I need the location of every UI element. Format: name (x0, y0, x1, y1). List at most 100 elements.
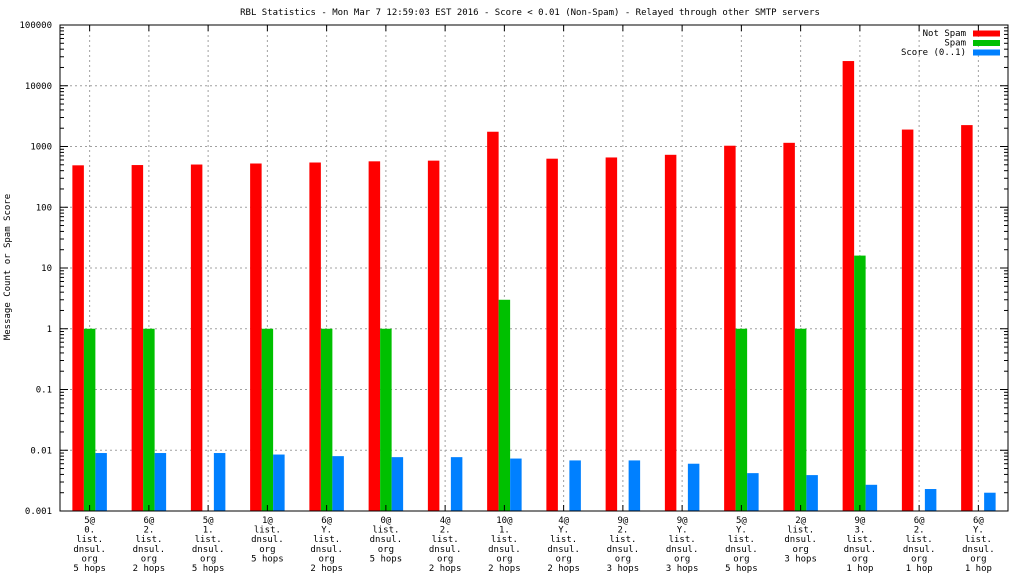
x-tick-label-line: 2. (617, 526, 628, 536)
x-tick-label: 9@ 2. list. dnsul. org 3 hops (607, 516, 640, 574)
bar-score-0-1- (154, 453, 167, 511)
bar-spam (83, 328, 96, 511)
x-tick-label-line: org (141, 554, 157, 564)
x-tick-label-line: 2. (143, 526, 154, 536)
y-tick-label: 0.1 (36, 386, 52, 396)
x-tick-label-line: list. (550, 535, 577, 545)
x-tick-label-line: 2 hops (429, 564, 462, 574)
x-tick-label-line: 5@ (84, 516, 95, 526)
bar-spam (261, 328, 274, 511)
x-tick-label-line: list. (432, 535, 459, 545)
x-tick-label-line: dnsul. (666, 545, 699, 555)
bar-spam (380, 328, 392, 511)
x-tick-label-line: Y. (677, 526, 688, 536)
x-tick-label-line: list. (965, 535, 992, 545)
bar-spam (320, 328, 333, 511)
x-tick-label-line: dnsul. (607, 545, 640, 555)
x-tick-label-line: dnsul. (488, 545, 521, 555)
x-tick-label-line: 1 hop (846, 564, 873, 574)
x-tick-label-line: org (970, 554, 986, 564)
x-tick-label-line: org (792, 545, 808, 555)
x-tick-label-line: 1@ (262, 516, 273, 526)
x-tick-label-line: list. (669, 535, 696, 545)
x-tick-label: 6@ Y. list. dnsul. org 1 hop (962, 516, 995, 574)
bar-not-spam (131, 165, 144, 511)
bar-not-spam (309, 162, 321, 511)
x-tick-label-line: org (911, 554, 927, 564)
x-tick-label-line: dnsul. (370, 535, 403, 545)
x-tick-label: 6@ Y. list. dnsul. org 2 hops (310, 516, 343, 574)
x-tick-label-line: org (200, 554, 216, 564)
x-tick-label-line: dnsul. (251, 535, 284, 545)
bar-spam (854, 255, 866, 511)
bar-score-0-1- (806, 475, 818, 511)
x-tick-label-line: 3 hops (666, 564, 699, 574)
bar-not-spam (605, 157, 618, 511)
x-tick-label-line: 10@ (496, 516, 513, 526)
bar-not-spam (368, 161, 381, 511)
x-tick-label-line: 6@ (321, 516, 332, 526)
x-tick-label-line: list. (313, 535, 340, 545)
x-tick-label-line: list. (728, 535, 755, 545)
x-tick-label: 10@ 1. list. dnsul. org 2 hops (488, 516, 521, 574)
x-tick-label-line: org (81, 554, 97, 564)
x-tick-label: 9@ 3. list. dnsul. org 1 hop (844, 516, 877, 574)
legend-swatch (973, 49, 1000, 56)
x-tick-label-line: dnsul. (429, 545, 462, 555)
x-tick-label-line: 1. (203, 526, 214, 536)
x-tick-label-line: 5 hops (725, 564, 758, 574)
x-tick-label-line: 3. (854, 526, 865, 536)
x-tick-label-line: 2. (440, 526, 451, 536)
bar-score-0-1- (865, 484, 878, 511)
x-tick-label-line: org (555, 554, 571, 564)
x-tick-label-line: 2 hops (133, 564, 166, 574)
bar-not-spam (546, 158, 558, 511)
x-tick-label-line: 9@ (854, 516, 865, 526)
y-tick-label: 1000 (30, 143, 52, 153)
x-tick-label-line: 5 hops (251, 554, 284, 564)
bar-not-spam (961, 125, 973, 511)
x-tick-label-line: org (378, 545, 394, 555)
y-tick-label: 100000 (19, 21, 52, 31)
x-tick-label: 5@ Y. list. dnsul. org 5 hops (725, 516, 758, 574)
x-tick-label-line: dnsul. (310, 545, 343, 555)
bar-not-spam (783, 142, 795, 511)
bar-score-0-1- (510, 458, 522, 511)
x-tick-label-line: 0@ (380, 516, 391, 526)
x-tick-label-line: 5@ (736, 516, 747, 526)
bar-score-0-1- (687, 463, 700, 511)
x-tick-label-line: list. (787, 526, 814, 536)
x-tick-label: 9@ Y. list. dnsul. org 3 hops (666, 516, 699, 574)
bar-score-0-1- (628, 460, 641, 511)
x-tick-label: 1@ list. dnsul. org 5 hops (251, 516, 284, 564)
y-tick-label: 10000 (25, 82, 52, 92)
x-tick-label-line: dnsul. (725, 545, 758, 555)
x-tick-label-line: list. (906, 535, 933, 545)
x-tick-label-line: dnsul. (133, 545, 166, 555)
legend-swatch (973, 40, 1000, 46)
bar-not-spam (250, 163, 262, 512)
x-tick-label-line: 9@ (617, 516, 628, 526)
bar-not-spam (72, 165, 84, 511)
bar-score-0-1- (747, 473, 759, 511)
x-tick-label-line: dnsul. (547, 545, 580, 555)
y-tick-label: 100 (36, 203, 52, 213)
bar-score-0-1- (332, 456, 344, 511)
x-tick-label-line: 5 hops (73, 564, 106, 574)
x-tick-label-line: 4@ (440, 516, 451, 526)
x-tick-label: 6@ 2. list. dnsul. org 2 hops (133, 516, 166, 574)
x-tick-label-line: 2 hops (310, 564, 343, 574)
x-tick-label-line: 2 hops (547, 564, 580, 574)
x-tick-label-line: dnsul. (192, 545, 225, 555)
x-tick-label-line: 3 hops (607, 564, 640, 574)
legend-label: Score (0..1) (901, 48, 966, 58)
bar-score-0-1- (95, 453, 107, 511)
x-tick-label-line: org (259, 545, 275, 555)
y-tick-label: 10 (41, 264, 52, 274)
x-tick-label-line: dnsul. (903, 545, 936, 555)
x-tick-label-line: list. (491, 535, 518, 545)
bar-score-0-1- (213, 453, 226, 511)
bar-score-0-1- (924, 489, 937, 511)
x-tick-label: 0@ list. dnsul. org 5 hops (370, 516, 403, 564)
